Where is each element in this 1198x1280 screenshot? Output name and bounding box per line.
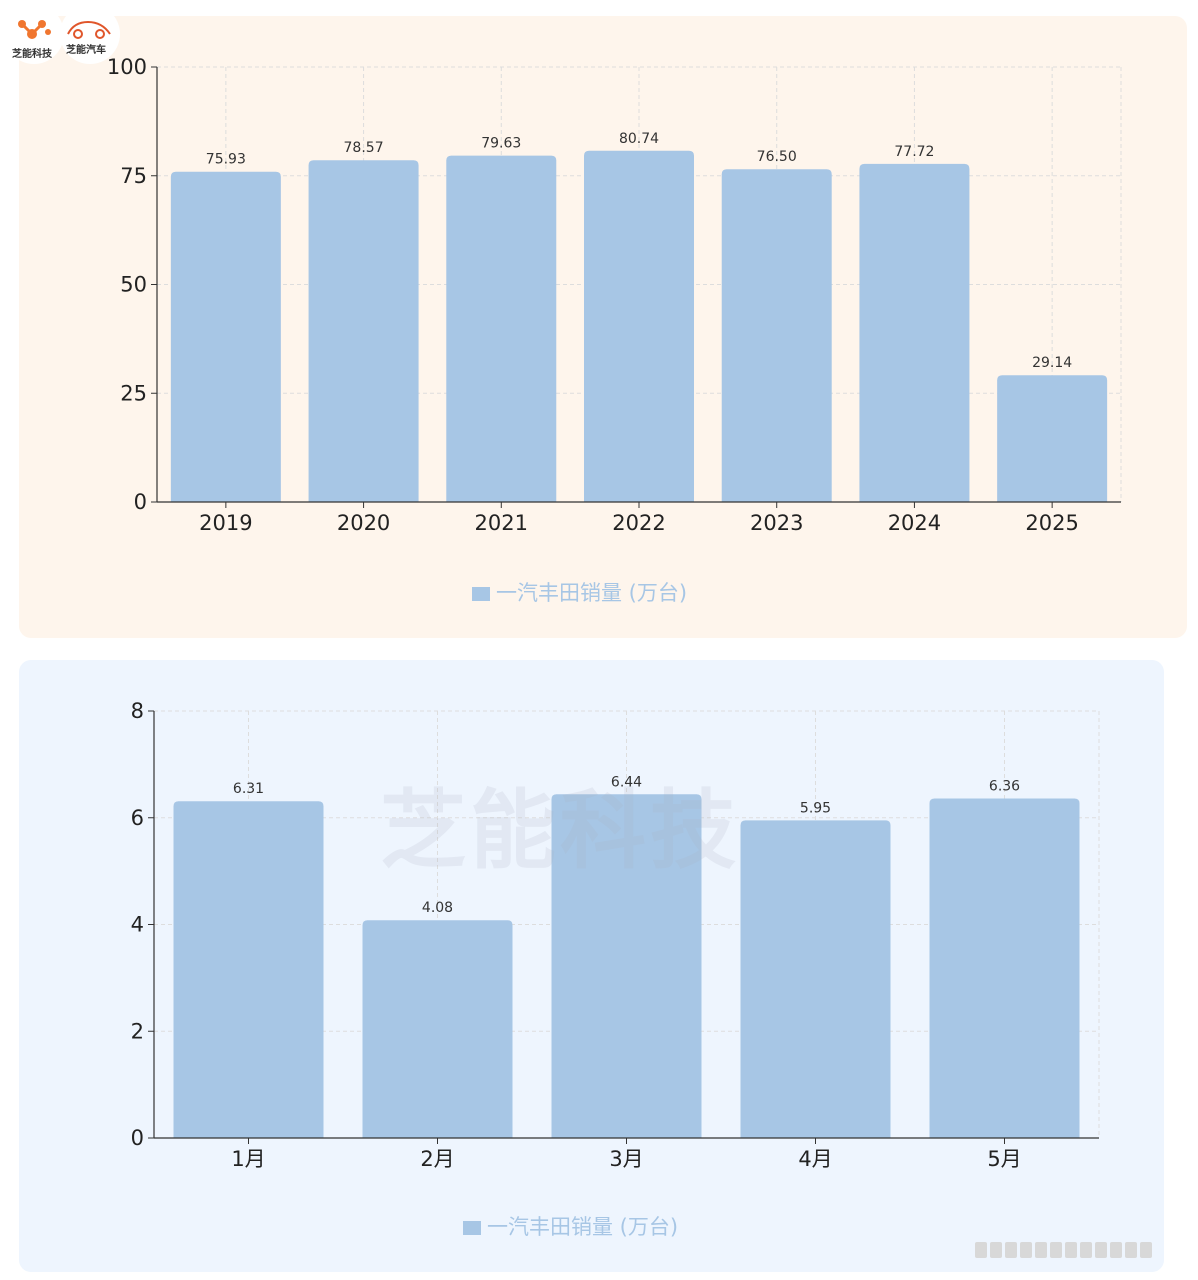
bar-value-label: 76.50: [757, 149, 797, 165]
bar-value-label: 77.72: [894, 144, 934, 160]
chart-panel-monthly: 0 2 4 6 8 6.31 1月 4.08 2月 6.44 3月 5.95 4月 6.36 5月一汽丰田销…: [19, 660, 1164, 1272]
bar-value-label: 6.31: [233, 781, 264, 797]
bar: [446, 155, 557, 502]
logo-left-text: 芝能科技: [12, 49, 52, 60]
watermark-dots: [975, 1242, 1185, 1260]
logo-right-text: 芝能汽车: [66, 45, 106, 56]
molecule-logo-icon: [18, 20, 51, 39]
watermark-text: 芝能科技: [380, 781, 740, 881]
bar: [721, 169, 832, 502]
x-tick-label: 2023: [750, 511, 803, 535]
y-tick-label: 2: [131, 1019, 144, 1043]
bar: [173, 801, 324, 1138]
bar-value-label: 75.93: [206, 152, 246, 168]
bar-value-label: 4.08: [422, 900, 453, 916]
bar: [551, 794, 702, 1138]
bar: [584, 150, 694, 502]
car-logo-icon: [67, 20, 111, 39]
bar-value-label: 80.74: [619, 131, 659, 147]
bar-value-label: 78.57: [344, 140, 384, 156]
legend-label: 一汽丰田销量 (万台): [496, 581, 687, 605]
x-tick-label: 2021: [475, 511, 528, 535]
bar-value-label: 6.36: [989, 779, 1020, 795]
bar: [929, 798, 1080, 1138]
bar: [170, 171, 281, 502]
bar: [997, 375, 1108, 502]
bar-value-label: 5.95: [800, 800, 831, 816]
bar: [859, 163, 970, 502]
y-tick-label: 75: [120, 164, 147, 188]
bar: [308, 160, 419, 502]
x-tick-label: 1月: [231, 1147, 265, 1171]
x-tick-label: 2019: [199, 511, 252, 535]
legend-swatch: [472, 587, 490, 601]
bar-value-label: 29.14: [1032, 355, 1072, 371]
x-tick-label: 2020: [337, 511, 390, 535]
x-tick-label: 2025: [1025, 511, 1078, 535]
y-tick-label: 100: [107, 55, 147, 79]
x-tick-label: 2022: [612, 511, 665, 535]
x-tick-label: 4月: [798, 1147, 832, 1171]
y-tick-label: 50: [120, 273, 147, 297]
x-tick-label: 5月: [987, 1147, 1021, 1171]
bar: [740, 820, 891, 1138]
x-tick-label: 2024: [888, 511, 941, 535]
bar-value-label: 6.44: [611, 774, 642, 790]
yearly-sales-chart: 0 25 50 75 100 75.93 2019 78.57 2020 79.63 2021 80.…: [107, 55, 1122, 605]
y-tick-label: 0: [134, 490, 147, 514]
y-tick-label: 25: [120, 381, 147, 405]
bar-value-label: 79.63: [481, 136, 521, 152]
y-tick-label: 0: [131, 1126, 144, 1150]
brand-logos: 芝能科技 芝能汽车: [4, 4, 124, 64]
y-tick-label: 6: [131, 806, 144, 830]
bar: [362, 920, 513, 1138]
monthly-sales-chart: 0 2 4 6 8 6.31 1月 4.08 2月 6.44 3月 5.95 4月 6.36 5月一汽丰田销…: [131, 699, 1100, 1239]
legend-label: 一汽丰田销量 (万台): [487, 1215, 678, 1239]
y-tick-label: 4: [131, 913, 144, 937]
x-tick-label: 3月: [609, 1147, 643, 1171]
chart-panel-yearly: 0 25 50 75 100 75.93 2019 78.57 2020 79.63 2021 80.…: [19, 16, 1187, 638]
x-tick-label: 2月: [420, 1147, 454, 1171]
legend-swatch: [463, 1221, 481, 1235]
y-tick-label: 8: [131, 699, 144, 723]
